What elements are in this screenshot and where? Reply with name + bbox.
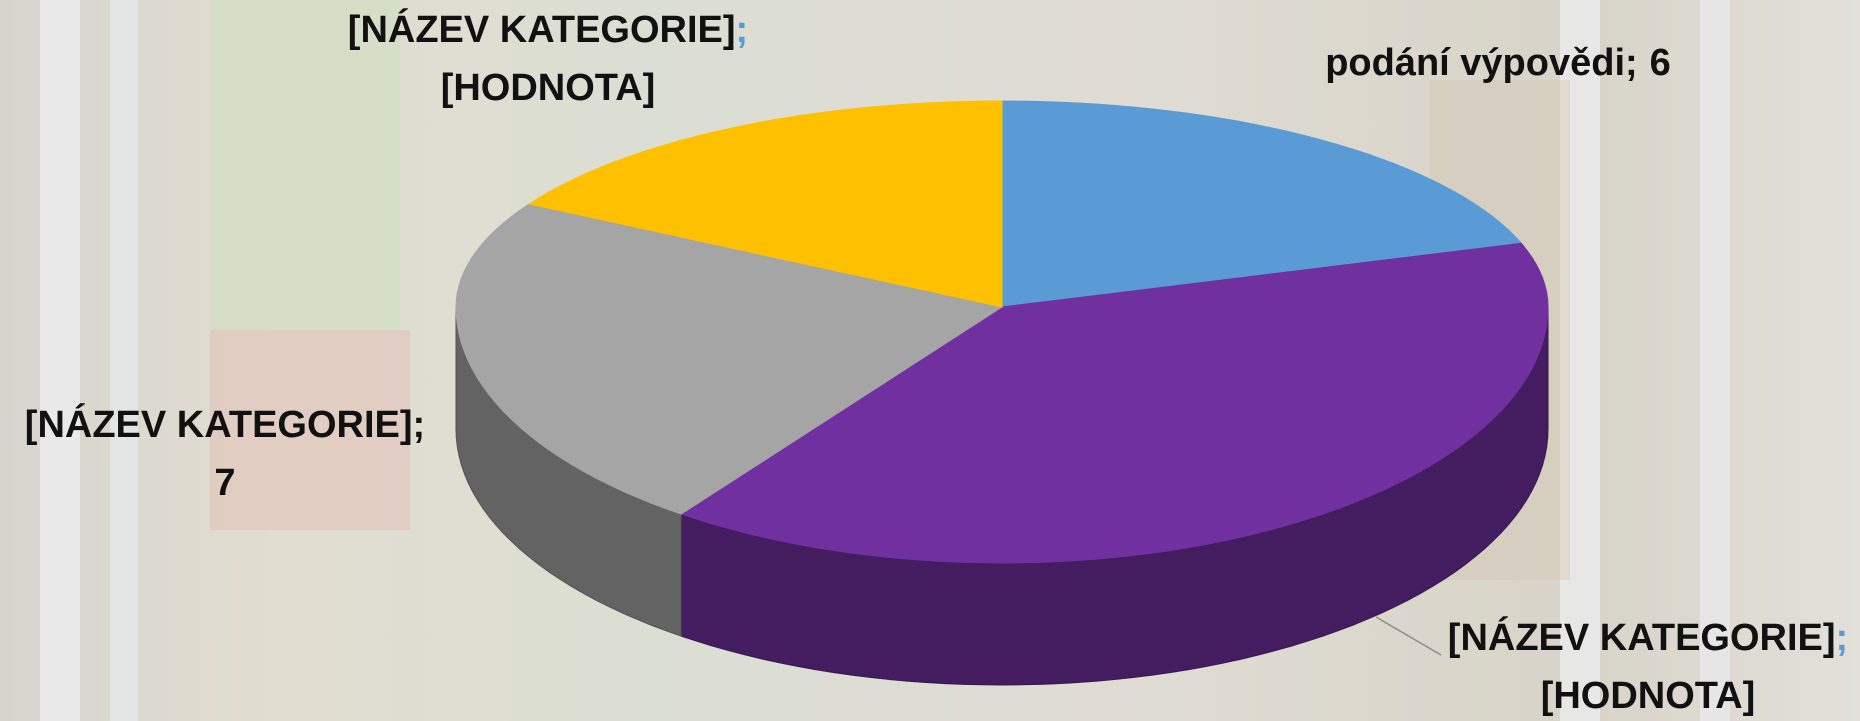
label-category: [NÁZEV KATEGORIE]: [25, 402, 413, 446]
label-value: [HODNOTA]: [1541, 675, 1756, 717]
label-category: [NÁZEV KATEGORIE]: [1448, 615, 1836, 659]
label-separator: ;: [736, 9, 749, 51]
page: {"chart_data": {"type": "pie", "view": "…: [0, 0, 1860, 721]
slide: podání výpovědi; 6 [NÁZEV KATEGORIE]; [HODN…: [0, 0, 1860, 721]
label-value: 6: [1650, 42, 1671, 84]
label-separator: ;: [1625, 42, 1638, 84]
label-value: 7: [214, 462, 235, 504]
label-category: podání výpovědi: [1325, 42, 1625, 84]
label-separator: ;: [413, 404, 426, 446]
label-category: [NÁZEV KATEGORIE]: [348, 7, 736, 51]
data-label: podání výpovědi; 6: [1325, 42, 1671, 84]
label-separator: ;: [1836, 617, 1849, 659]
label-value: [HODNOTA]: [441, 67, 656, 109]
pie: [456, 101, 1548, 685]
